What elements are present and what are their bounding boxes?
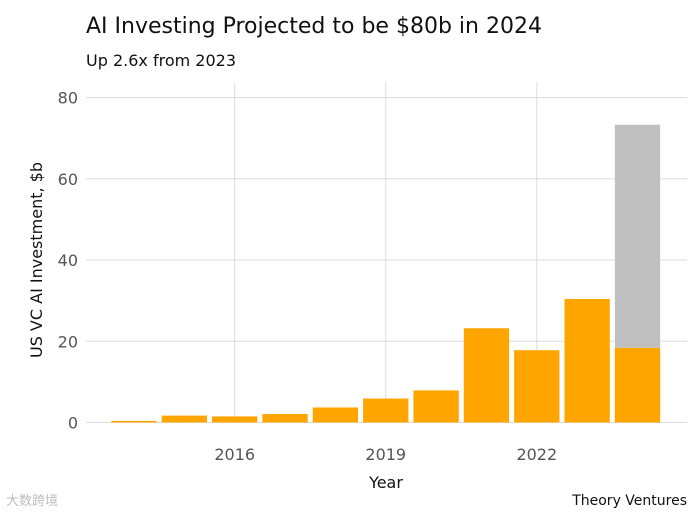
bar-actual-2015 bbox=[161, 415, 208, 423]
y-tick-label: 40 bbox=[58, 251, 78, 270]
bar-actual-2018 bbox=[312, 407, 359, 423]
bar-projected-2024 bbox=[614, 124, 661, 348]
bar-actual-2014 bbox=[111, 420, 157, 423]
source-credit: Theory Ventures bbox=[572, 493, 687, 509]
bar-actual-2021 bbox=[463, 328, 510, 423]
bar-actual-2023 bbox=[564, 299, 610, 423]
chart-title: AI Investing Projected to be $80b in 202… bbox=[86, 14, 542, 39]
y-axis-ticks: 0 20 40 60 80 bbox=[58, 89, 78, 433]
chart-subtitle: Up 2.6x from 2023 bbox=[86, 51, 236, 70]
bar-actual-2017 bbox=[262, 413, 308, 423]
y-axis-label: US VC AI Investment, $b bbox=[27, 162, 46, 358]
bar-actual-2020 bbox=[413, 390, 459, 423]
x-tick-label: 2019 bbox=[365, 445, 406, 464]
x-axis-ticks: 2016 2019 2022 bbox=[214, 445, 557, 464]
bars bbox=[111, 124, 661, 423]
bar-actual-2016 bbox=[212, 416, 258, 423]
bar-actual-2019 bbox=[363, 398, 409, 423]
y-tick-label: 80 bbox=[58, 89, 78, 108]
x-tick-label: 2016 bbox=[214, 445, 255, 464]
watermark: 大数跨境 bbox=[6, 494, 59, 509]
y-tick-label: 0 bbox=[68, 414, 78, 433]
y-tick-label: 60 bbox=[58, 170, 78, 189]
bar-actual-2024 bbox=[614, 347, 661, 423]
x-axis-label: Year bbox=[368, 473, 403, 492]
y-tick-label: 20 bbox=[58, 332, 78, 351]
bar-actual-2022 bbox=[514, 350, 560, 423]
x-tick-label: 2022 bbox=[516, 445, 557, 464]
